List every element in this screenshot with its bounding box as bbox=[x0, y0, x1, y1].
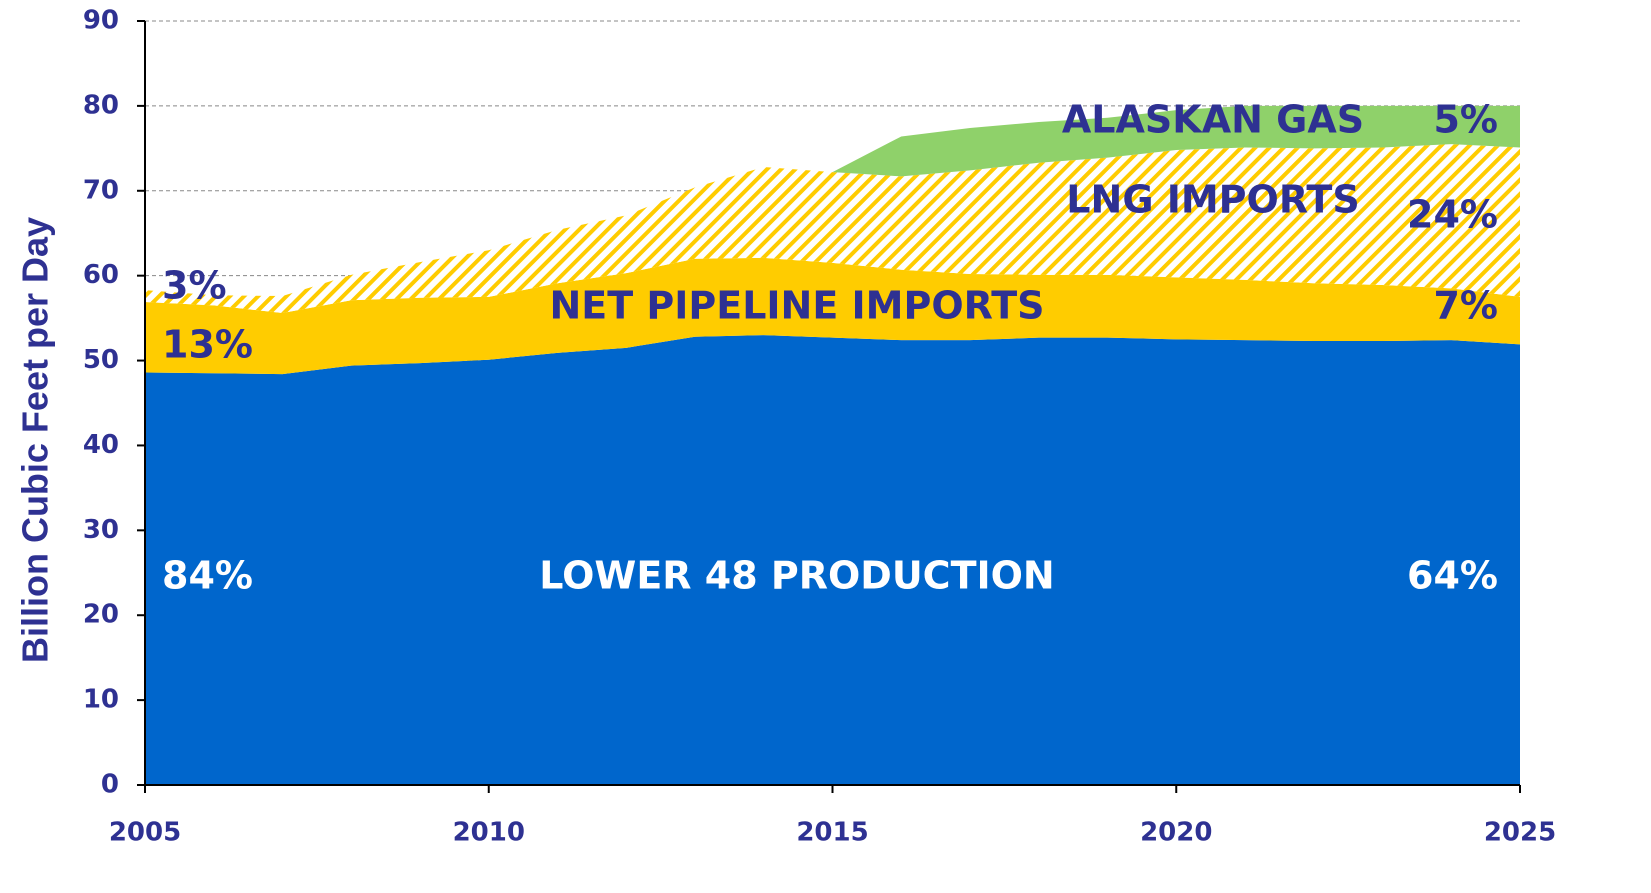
annotation: 5% bbox=[1433, 98, 1498, 142]
y-tick-label: 0 bbox=[101, 770, 119, 800]
x-tick-label: 2010 bbox=[453, 818, 525, 848]
y-tick-label: 80 bbox=[83, 90, 119, 120]
y-tick-label: 70 bbox=[83, 175, 119, 205]
annotation: LOWER 48 PRODUCTION bbox=[539, 554, 1055, 598]
y-tick-label: 30 bbox=[83, 515, 119, 545]
y-tick-label: 90 bbox=[83, 6, 119, 36]
annotation: 64% bbox=[1407, 554, 1498, 598]
area bbox=[145, 335, 1520, 785]
annotation: 84% bbox=[162, 554, 253, 598]
annotation: ALASKAN GAS bbox=[1062, 98, 1364, 142]
annotation: NET PIPELINE IMPORTS bbox=[549, 284, 1044, 328]
x-tick-label: 2015 bbox=[796, 818, 868, 848]
y-tick-label: 60 bbox=[83, 260, 119, 290]
area bbox=[145, 105, 1520, 297]
annotation: 3% bbox=[162, 264, 227, 308]
x-tick-label: 2005 bbox=[109, 818, 181, 848]
annotation: 24% bbox=[1407, 193, 1498, 237]
annotation: LNG IMPORTS bbox=[1066, 178, 1359, 222]
y-axis-label: Billion Cubic Feet per Day bbox=[15, 217, 56, 663]
area bbox=[145, 144, 1520, 314]
annotation: 13% bbox=[162, 323, 253, 367]
y-tick-label: 40 bbox=[83, 430, 119, 460]
x-tick-label: 2025 bbox=[1484, 818, 1556, 848]
x-tick-label: 2020 bbox=[1140, 818, 1212, 848]
y-tick-label: 50 bbox=[83, 345, 119, 375]
annotation: 7% bbox=[1433, 284, 1498, 328]
y-tick-label: 20 bbox=[83, 600, 119, 630]
area bbox=[145, 257, 1520, 375]
y-tick-label: 10 bbox=[83, 685, 119, 715]
